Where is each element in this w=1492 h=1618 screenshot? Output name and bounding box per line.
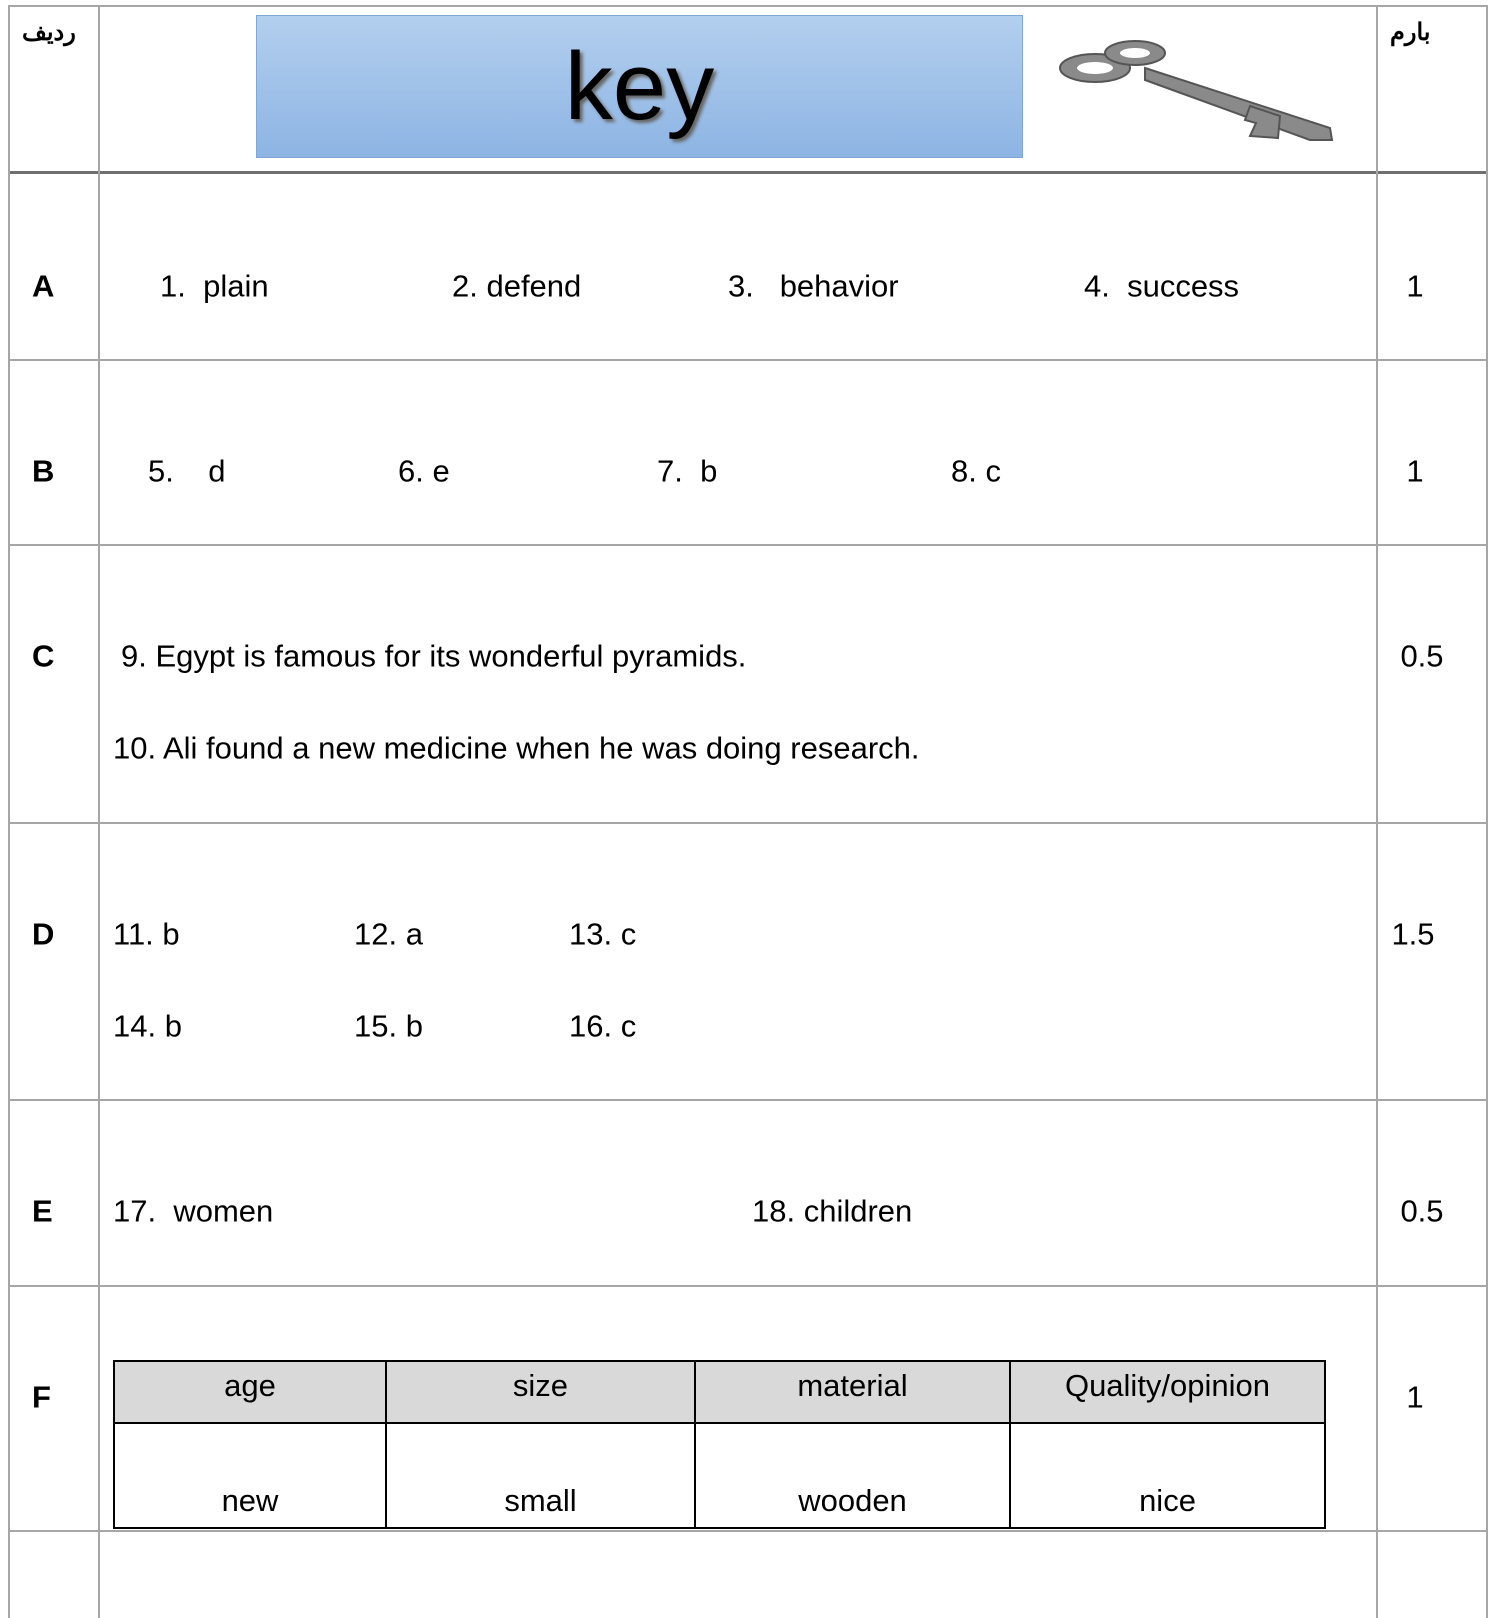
row-label: E — [32, 1193, 53, 1229]
row-label: F — [32, 1379, 51, 1415]
answer: 8. c — [951, 453, 1001, 489]
border — [8, 171, 1487, 174]
answer: 17. women — [113, 1193, 274, 1229]
border — [8, 5, 1487, 7]
answer: 5. d — [148, 453, 226, 489]
table-header: material — [694, 1360, 1011, 1424]
row-label: A — [32, 268, 55, 304]
answer: 7. b — [657, 453, 718, 489]
score-header: بارم — [1390, 19, 1431, 46]
border — [8, 359, 1487, 361]
answer: 1. plain — [160, 268, 269, 304]
answer: 10. Ali found a new medicine when he was… — [113, 730, 920, 766]
answer: 15. b — [354, 1008, 423, 1044]
border — [8, 1099, 1487, 1101]
table-header: size — [385, 1360, 696, 1424]
answer: 6. e — [398, 453, 450, 489]
row-label: C — [32, 638, 55, 674]
title-banner: key — [256, 15, 1023, 158]
table-cell: new — [113, 1422, 387, 1529]
border — [1376, 5, 1378, 1618]
table-cell: small — [385, 1422, 696, 1529]
border — [8, 544, 1487, 546]
row-label: B — [32, 453, 55, 489]
table-header: Quality/opinion — [1009, 1360, 1326, 1424]
border — [8, 1530, 1487, 1532]
score: 1 — [1406, 453, 1424, 489]
border — [8, 822, 1487, 824]
score: 1 — [1406, 268, 1424, 304]
row-label: D — [32, 916, 55, 952]
answer: 4. success — [1084, 268, 1240, 304]
border — [8, 1285, 1487, 1287]
score: 1.5 — [1391, 916, 1435, 952]
answer: 16. c — [569, 1008, 637, 1044]
key-icon — [1059, 40, 1334, 141]
border — [1486, 5, 1488, 1618]
answer: 11. b — [113, 916, 180, 952]
answer: 2. defend — [452, 268, 582, 304]
row-label-header: ردیف — [22, 19, 76, 46]
score: 0.5 — [1400, 1193, 1444, 1229]
title: key — [564, 33, 715, 140]
table-cell: wooden — [694, 1422, 1011, 1529]
answer: 12. a — [354, 916, 423, 952]
answer: 9. Egypt is famous for its wonderful pyr… — [121, 638, 747, 674]
table-header: age — [113, 1360, 387, 1424]
answer: 13. c — [569, 916, 637, 952]
score: 1 — [1406, 1379, 1424, 1415]
answer: 3. behavior — [728, 268, 899, 304]
table-cell: nice — [1009, 1422, 1326, 1529]
border — [98, 5, 100, 1618]
answer: 14. b — [113, 1008, 182, 1044]
border — [8, 5, 10, 1618]
answer: 18. children — [752, 1193, 913, 1229]
score: 0.5 — [1400, 638, 1444, 674]
adjective-order-table: age size material Quality/opinion new sm… — [113, 1360, 1326, 1529]
